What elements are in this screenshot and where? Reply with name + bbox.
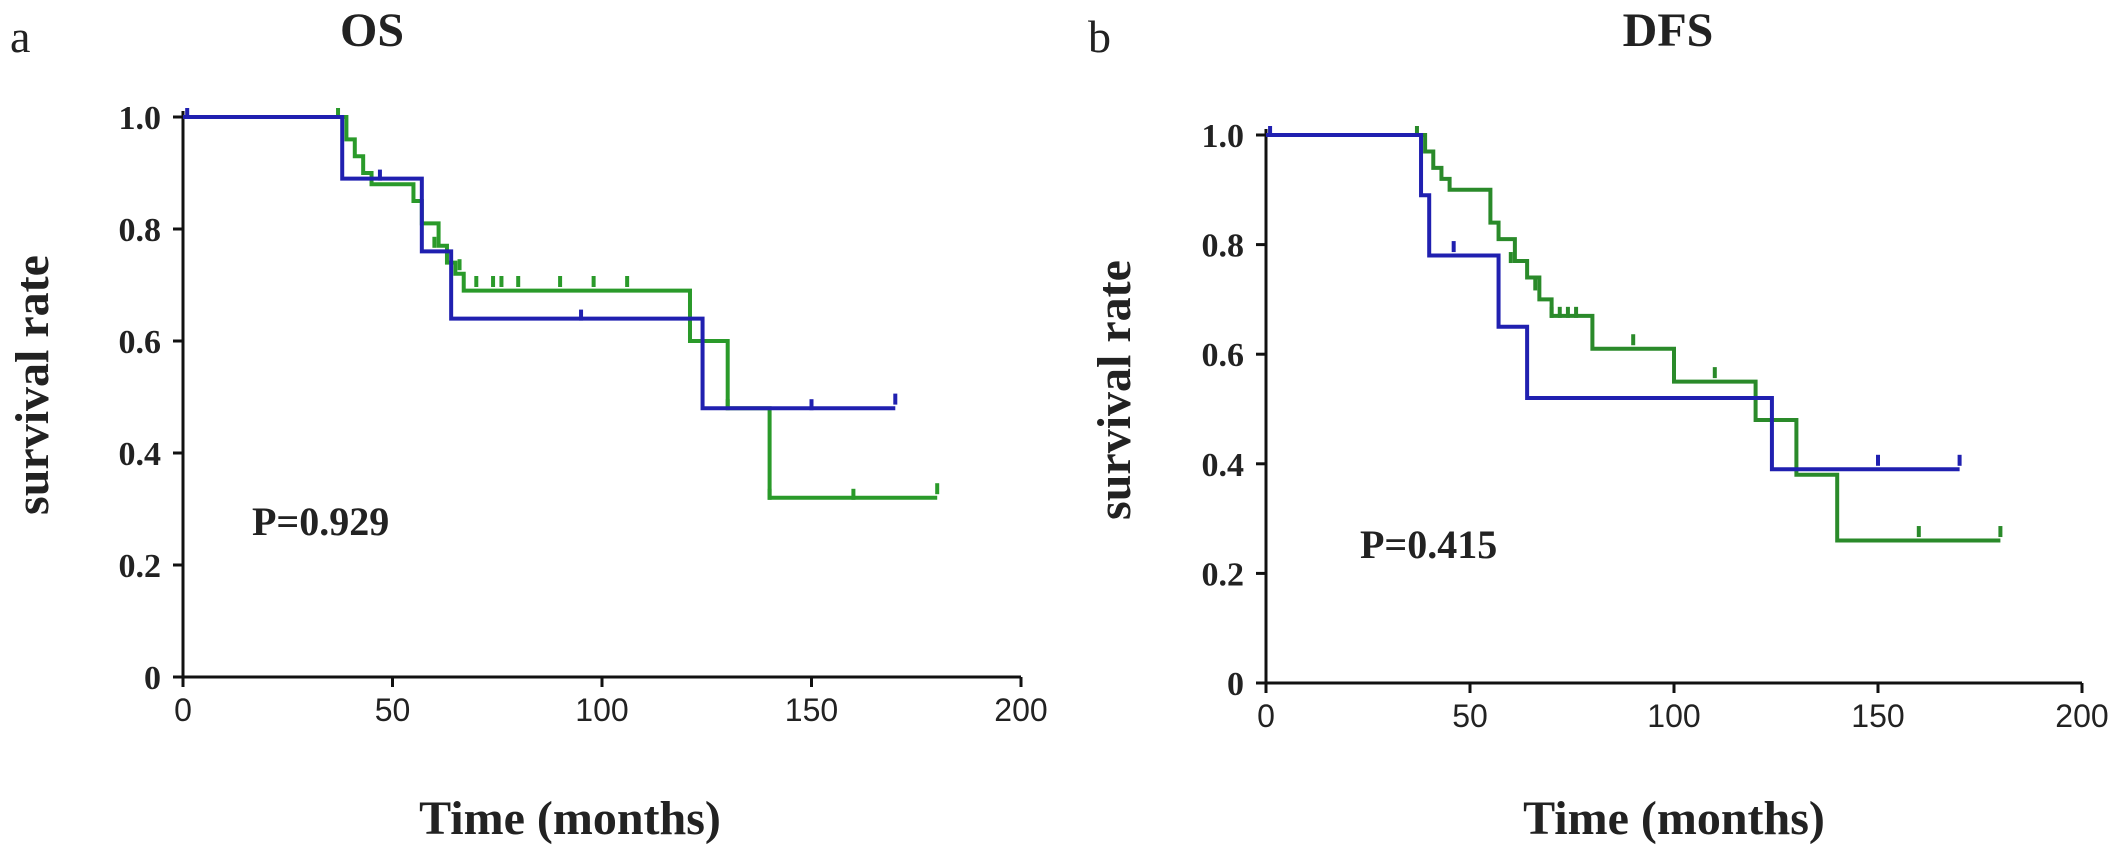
x-tick-label: 150	[785, 692, 838, 728]
x-axis-label-dfs: Time (months)	[1523, 792, 1825, 845]
y-tick-label: 0	[144, 660, 161, 697]
plot-area-os	[183, 108, 940, 500]
p-value-os: P=0.929	[252, 499, 389, 544]
survival-curve-1	[338, 115, 938, 500]
y-tick-label: 1.0	[119, 100, 162, 137]
y-tick-label: 0.2	[119, 548, 162, 585]
x-tick-label: 0	[174, 692, 192, 728]
x-tick-label: 50	[1452, 698, 1488, 734]
survival-curve-2	[183, 115, 896, 411]
y-tick-label: 0.4	[119, 436, 162, 473]
ticks-dfs: 0 50 100 150 200 0 0.2 0.4 0.6 0.8 1.0	[1202, 118, 2109, 734]
survival-curve-1	[1412, 133, 2001, 543]
y-tick-label: 0.8	[1202, 228, 1245, 265]
y-axis-label-dfs: survival rate	[1088, 260, 1141, 520]
p-value-dfs: P=0.415	[1360, 522, 1497, 567]
x-tick-label: 100	[575, 692, 628, 728]
chart-title-os: OS	[340, 4, 404, 57]
y-tick-label: 0.6	[1202, 337, 1245, 374]
y-tick-label: 0.6	[119, 324, 162, 361]
y-tick-label: 1.0	[1202, 118, 1245, 155]
x-tick-label: 200	[994, 692, 1047, 728]
panel-letter-b: b	[1088, 11, 1111, 62]
x-tick-label: 50	[375, 692, 411, 728]
panel-letter-a: a	[10, 11, 30, 62]
axes-dfs	[1264, 129, 2082, 685]
y-axis-label-os: survival rate	[6, 255, 59, 515]
survival-curve-2	[1266, 133, 1960, 472]
y-tick-label: 0.4	[1202, 447, 1245, 484]
x-tick-label: 200	[2055, 698, 2108, 734]
ticks-os: 0 50 100 150 200 0 0.2 0.4 0.6 0.8 1.0	[119, 100, 1048, 728]
x-axis-label-os: Time (months)	[419, 792, 721, 845]
y-tick-label: 0	[1227, 666, 1244, 703]
x-tick-label: 100	[1647, 698, 1700, 734]
y-tick-label: 0.8	[119, 212, 162, 249]
chart-title-dfs: DFS	[1623, 4, 1714, 57]
x-tick-label: 0	[1257, 698, 1275, 734]
plot-area-dfs	[1266, 126, 2003, 543]
x-tick-label: 150	[1851, 698, 1904, 734]
panel-a: a OS survival rate Time (months) P=0.929…	[6, 4, 1048, 845]
y-tick-label: 0.2	[1202, 556, 1245, 593]
panel-b: b DFS survival rate Time (months) P=0.41…	[1088, 4, 2109, 845]
